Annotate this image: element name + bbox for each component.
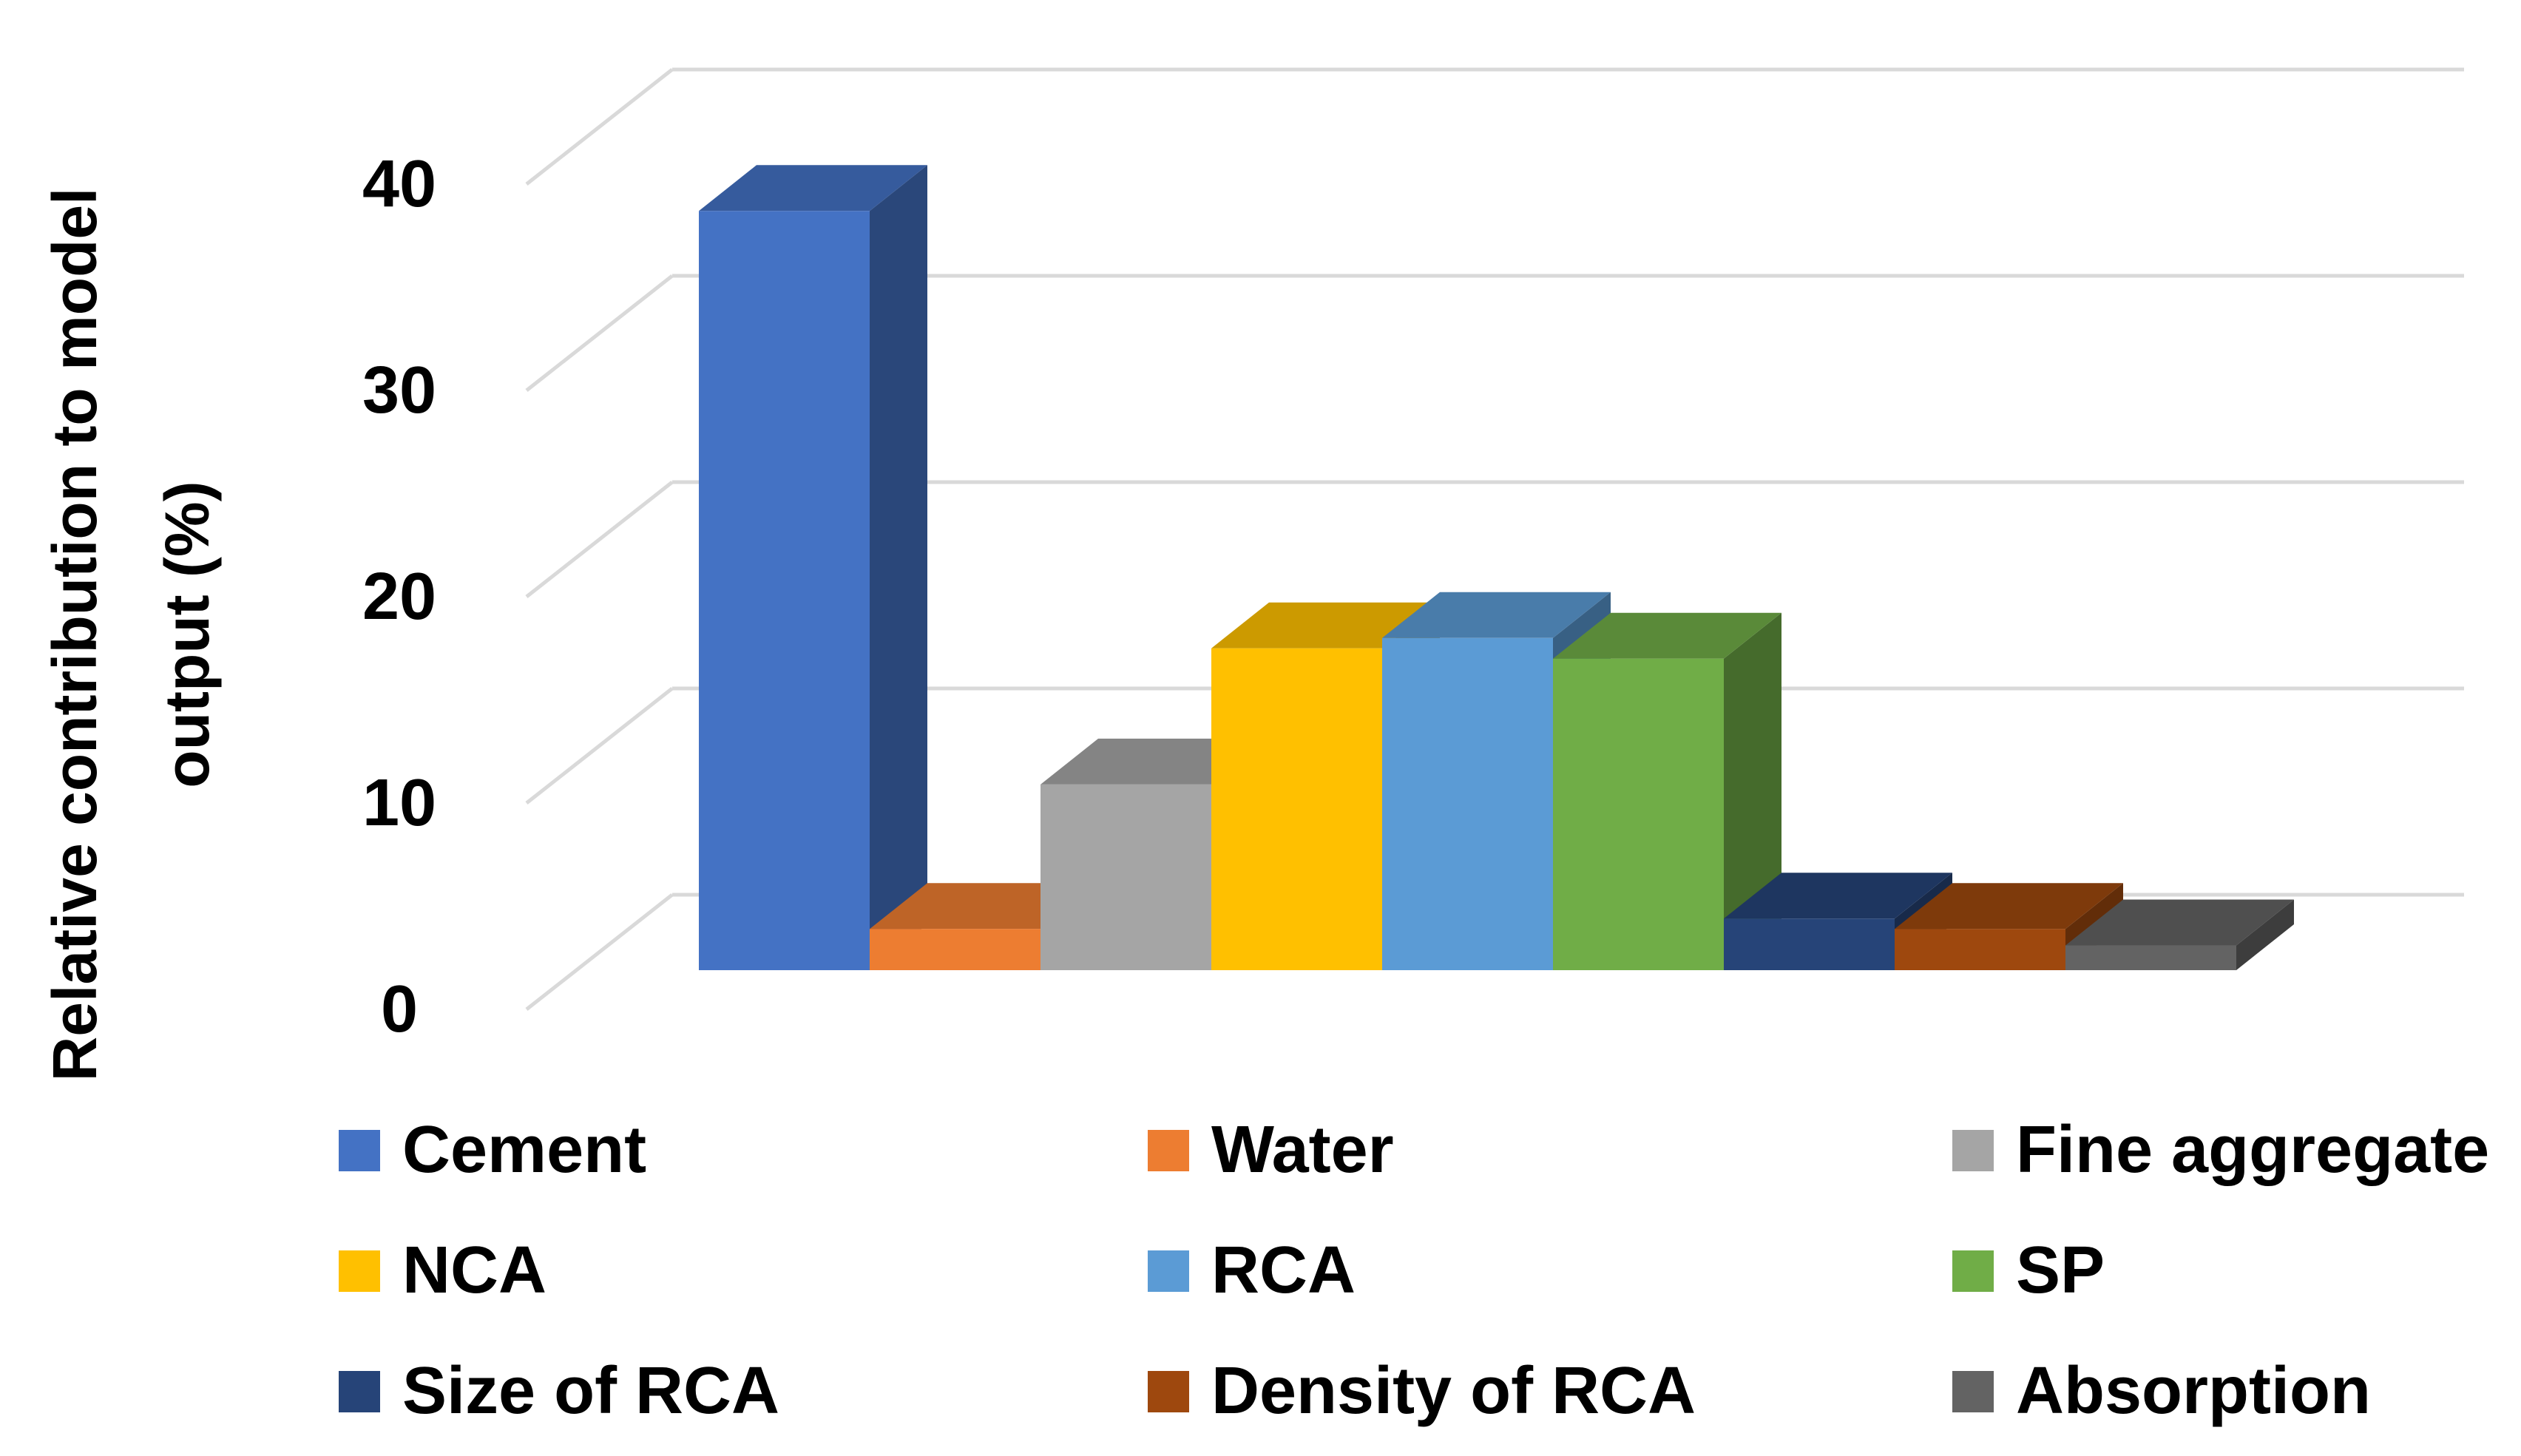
y-axis-ticks: 0 10 20 30 40 — [362, 147, 436, 1046]
y-tick-label: 20 — [362, 560, 436, 634]
legend-swatch — [339, 1250, 380, 1292]
bar-cement — [699, 165, 927, 970]
y-tick-label: 30 — [362, 353, 436, 427]
y-tick-label: 0 — [381, 972, 418, 1046]
legend-item-absorption: Absorption — [1952, 1354, 2371, 1428]
bar-front — [870, 929, 1040, 970]
y-axis-title: Relative contribution to model output (%… — [40, 188, 222, 1082]
bar-top — [1211, 602, 1440, 649]
gridline-diagonal — [525, 68, 674, 186]
bar-front — [1382, 637, 1553, 970]
gridline-diagonal — [525, 687, 674, 805]
bar-top — [1553, 612, 1781, 659]
legend-item-sp: SP — [1952, 1233, 2105, 1307]
legend-label: Cement — [402, 1113, 646, 1187]
legend-label: Water — [1211, 1113, 1394, 1187]
bar-absorption — [2065, 899, 2294, 970]
legend-swatch — [339, 1371, 380, 1412]
legend-label: Absorption — [2016, 1354, 2371, 1428]
bars — [699, 165, 2294, 970]
bar-front — [1724, 918, 1895, 970]
legend-item-rca: RCA — [1148, 1233, 1356, 1307]
legend-item-size-of-rca: Size of RCA — [339, 1354, 779, 1428]
bar-side — [870, 165, 927, 970]
gridline-diagonal — [525, 481, 674, 598]
bar-front — [699, 211, 870, 970]
y-tick-label: 10 — [362, 766, 436, 840]
legend-swatch — [1952, 1130, 1994, 1171]
bar-front — [1553, 658, 1724, 970]
bar-front — [1211, 648, 1382, 970]
legend-item-nca: NCA — [339, 1233, 547, 1307]
legend-label: Fine aggregate — [2016, 1113, 2489, 1187]
bar-front — [2065, 945, 2236, 970]
legend-label: SP — [2016, 1233, 2105, 1307]
y-axis-title-line-2: output (%) — [152, 481, 222, 788]
bar-front — [1040, 784, 1211, 970]
bar-side — [1724, 612, 1781, 970]
bar-top — [1724, 873, 1952, 919]
gridline-diagonal — [525, 893, 674, 1011]
legend-swatch — [339, 1130, 380, 1171]
legend-label: RCA — [1211, 1233, 1356, 1307]
legend-item-water: Water — [1148, 1113, 1394, 1187]
gridline-diagonal — [525, 274, 674, 392]
y-tick-label: 40 — [362, 147, 436, 221]
legend-swatch — [1952, 1371, 1994, 1412]
legend-label: Density of RCA — [1211, 1354, 1696, 1428]
bar-top — [2065, 899, 2294, 946]
legend-swatch — [1148, 1371, 1189, 1412]
bar-top — [1382, 592, 1611, 638]
bar-front — [1895, 929, 2065, 970]
legend-label: NCA — [402, 1233, 547, 1307]
bar-top — [1895, 883, 2123, 930]
legend-item-fine-aggregate: Fine aggregate — [1952, 1113, 2489, 1187]
bar-top — [699, 165, 927, 211]
legend-swatch — [1952, 1250, 1994, 1292]
legend-item-cement: Cement — [339, 1113, 646, 1187]
y-axis-title-line-1: Relative contribution to model — [40, 188, 109, 1082]
bar-side — [2236, 899, 2294, 970]
legend-item-density-of-rca: Density of RCA — [1148, 1354, 1696, 1428]
legend-label: Size of RCA — [402, 1354, 779, 1428]
legend-swatch — [1148, 1130, 1189, 1171]
bar-sp — [1553, 612, 1781, 970]
legend: Cement Water Fine aggregate NCA RCA SP Size of… — [339, 1113, 2489, 1428]
legend-swatch — [1148, 1250, 1189, 1292]
